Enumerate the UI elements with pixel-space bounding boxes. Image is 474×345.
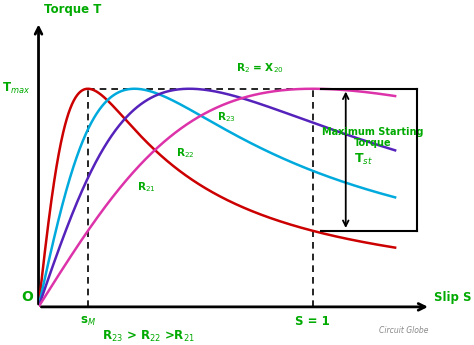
Text: R$_{21}$: R$_{21}$ — [137, 180, 156, 194]
Text: R$_{23}$: R$_{23}$ — [217, 110, 236, 124]
Text: Slip S: Slip S — [434, 291, 471, 304]
Text: Torque T: Torque T — [44, 3, 101, 16]
Text: R$_2$ = X$_{20}$: R$_2$ = X$_{20}$ — [236, 61, 284, 75]
Text: Maximum Starting
Torque: Maximum Starting Torque — [322, 127, 424, 148]
Text: R$_{23}$ > R$_{22}$ >R$_{21}$: R$_{23}$ > R$_{22}$ >R$_{21}$ — [102, 329, 195, 344]
Text: Circuit Globe: Circuit Globe — [379, 326, 428, 335]
Text: R$_{22}$: R$_{22}$ — [176, 146, 194, 160]
Text: O: O — [21, 290, 33, 304]
Text: T$_{st}$: T$_{st}$ — [354, 152, 373, 167]
Text: T$_{max}$: T$_{max}$ — [2, 81, 30, 96]
Text: s$_M$: s$_M$ — [80, 315, 96, 328]
Text: S = 1: S = 1 — [295, 315, 330, 328]
